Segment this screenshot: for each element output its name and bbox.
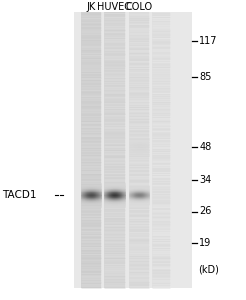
Bar [74, 12, 192, 288]
Bar [129, 12, 150, 288]
Text: 19: 19 [199, 238, 212, 248]
Bar [0, 0, 74, 300]
Text: 34: 34 [199, 175, 212, 185]
Text: COLO: COLO [125, 2, 153, 13]
Bar [81, 12, 102, 288]
Bar [152, 12, 170, 288]
Text: 85: 85 [199, 71, 212, 82]
Text: 48: 48 [199, 142, 212, 152]
Bar [192, 0, 246, 300]
Text: HUVEC: HUVEC [97, 2, 131, 13]
Text: 26: 26 [199, 206, 212, 217]
Text: 117: 117 [199, 35, 218, 46]
Text: (kD): (kD) [198, 265, 219, 275]
Bar [104, 12, 125, 288]
Text: TACD1: TACD1 [2, 190, 37, 200]
Text: JK: JK [86, 2, 96, 13]
